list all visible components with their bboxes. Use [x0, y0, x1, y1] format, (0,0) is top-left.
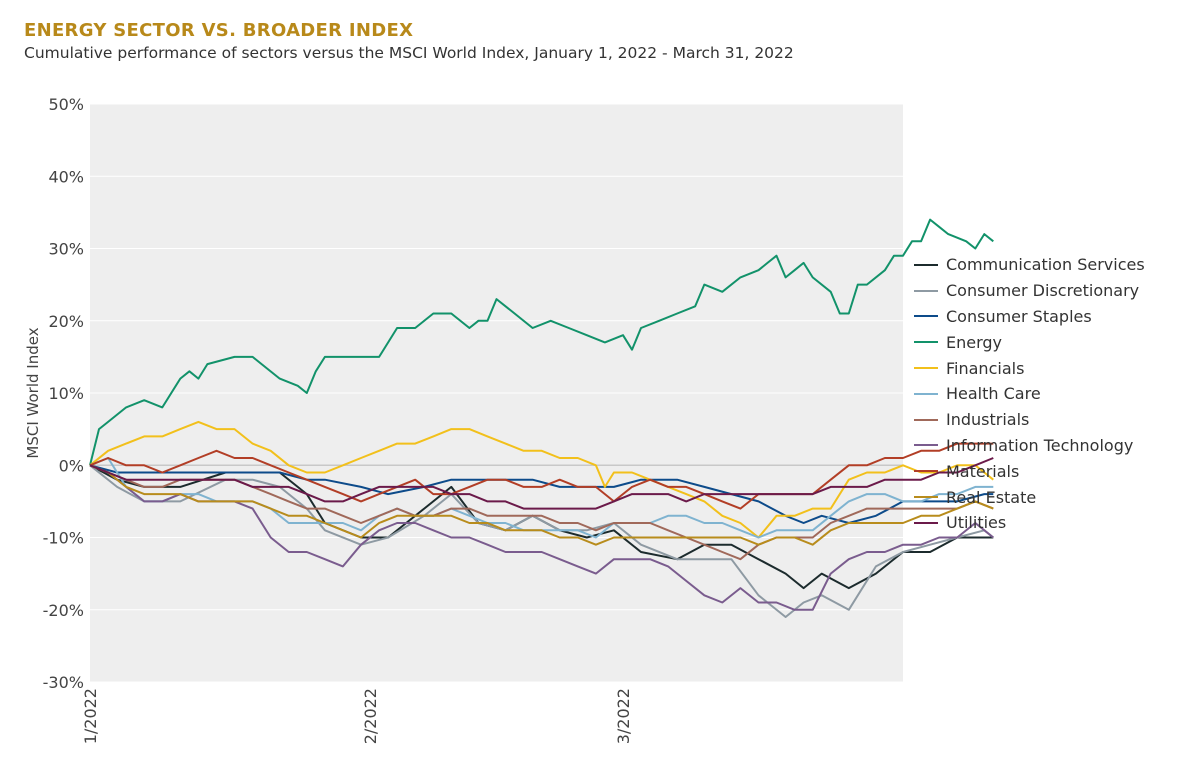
y-tick-label: 40% — [48, 167, 84, 186]
y-tick-label: -10% — [43, 529, 84, 548]
y-tick-label: -30% — [43, 673, 84, 692]
x-tick-label: 2/2022 — [361, 688, 380, 744]
chart-subtitle: Cumulative performance of sectors versus… — [24, 44, 794, 62]
legend-label: Energy — [946, 332, 1003, 352]
y-axis: 50% 40% 30% 20% 10% 0% -10% -20% -30% — [43, 95, 84, 692]
legend-swatch — [914, 315, 938, 318]
legend-item[interactable]: Energy — [914, 329, 1145, 355]
legend-item[interactable]: Utilities — [914, 510, 1145, 536]
y-tick-label: 10% — [48, 384, 84, 403]
series-line — [89, 420, 994, 539]
legend-swatch — [914, 470, 938, 473]
legend-item[interactable]: Financials — [914, 355, 1145, 381]
series-line — [89, 457, 994, 510]
legend-swatch — [914, 418, 938, 421]
legend-swatch — [914, 341, 938, 344]
legend-swatch — [914, 392, 938, 395]
legend-swatch — [914, 521, 938, 524]
legend-label: Financials — [946, 358, 1025, 378]
legend-item[interactable]: Health Care — [914, 381, 1145, 407]
legend-item[interactable]: Real Estate — [914, 484, 1145, 510]
legend-label: Information Technology — [946, 435, 1134, 455]
x-tick-label: 1/2022 — [81, 688, 100, 744]
legend-item[interactable]: Information Technology — [914, 433, 1145, 459]
legend-swatch — [914, 263, 938, 266]
legend-label: Materials — [946, 461, 1020, 481]
y-tick-label: -20% — [43, 601, 84, 620]
legend-item[interactable]: Consumer Discretionary — [914, 278, 1145, 304]
legend-swatch — [914, 496, 938, 499]
series-line — [89, 442, 994, 510]
legend-item[interactable]: Materials — [914, 458, 1145, 484]
legend-swatch — [914, 444, 938, 447]
x-axis: 1/2022 2/2022 3/2022 — [81, 688, 633, 744]
legend-label: Health Care — [946, 384, 1041, 404]
legend-item[interactable]: Consumer Staples — [914, 304, 1145, 330]
grid-lines — [90, 103, 903, 683]
legend-label: Utilities — [946, 513, 1007, 533]
legend-item[interactable]: Industrials — [914, 407, 1145, 433]
y-tick-label: 0% — [59, 456, 84, 475]
y-tick-label: 50% — [48, 95, 84, 114]
legend-label: Consumer Discretionary — [946, 281, 1140, 301]
legend-label: Communication Services — [946, 255, 1145, 275]
legend-label: Real Estate — [946, 487, 1037, 507]
legend-item[interactable]: Communication Services — [914, 252, 1145, 278]
chart-title: ENERGY SECTOR VS. BROADER INDEX — [24, 20, 414, 41]
x-tick-label: 3/2022 — [614, 688, 633, 744]
legend-label: Consumer Staples — [946, 306, 1092, 326]
series-line — [89, 218, 994, 466]
y-tick-label: 20% — [48, 312, 84, 331]
y-axis-label: MSCI World Index — [24, 327, 42, 458]
series-lines — [89, 218, 994, 618]
legend: Communication Services Consumer Discretio… — [914, 252, 1145, 536]
series-line — [89, 464, 994, 546]
legend-swatch — [914, 367, 938, 370]
series-line — [89, 464, 994, 611]
legend-swatch — [914, 289, 938, 292]
series-line — [89, 464, 994, 524]
legend-label: Industrials — [946, 410, 1030, 430]
y-tick-label: 30% — [48, 240, 84, 259]
